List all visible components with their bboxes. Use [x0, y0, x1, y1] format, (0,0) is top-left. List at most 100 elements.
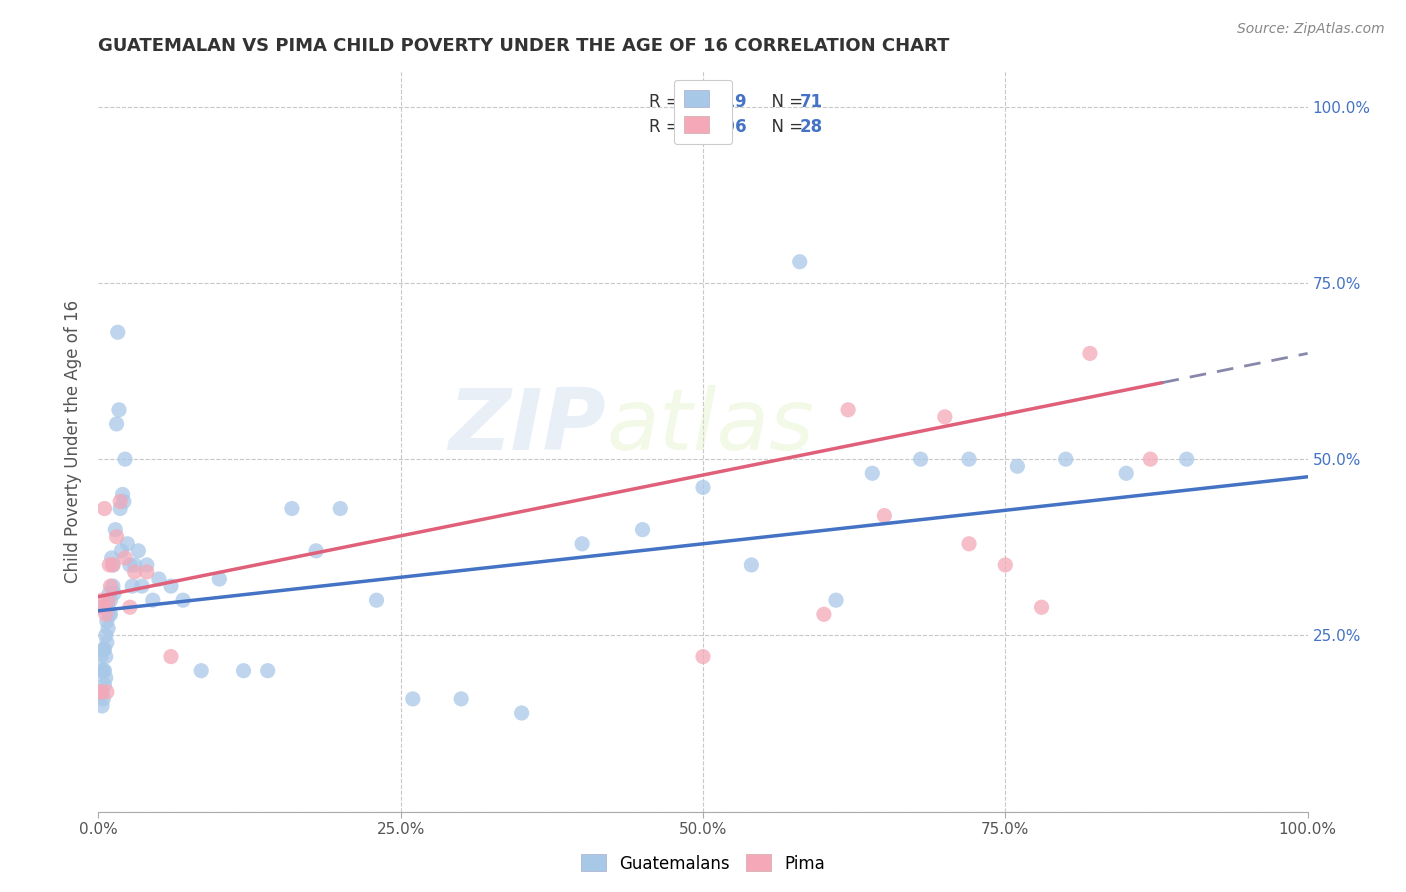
Text: GUATEMALAN VS PIMA CHILD POVERTY UNDER THE AGE OF 16 CORRELATION CHART: GUATEMALAN VS PIMA CHILD POVERTY UNDER T… — [98, 37, 950, 54]
Point — [98, 586, 121, 600]
Point — [1175, 452, 1198, 467]
Point — [97, 621, 120, 635]
Point — [825, 593, 848, 607]
Point — [103, 586, 125, 600]
Text: R =: R = — [648, 118, 690, 136]
Text: N =: N = — [761, 94, 808, 112]
Point — [100, 593, 122, 607]
Point — [101, 558, 124, 572]
Point — [94, 649, 117, 664]
Point — [1031, 600, 1053, 615]
Point — [93, 642, 115, 657]
Point — [91, 664, 114, 678]
Point — [172, 593, 194, 607]
Text: 0.219: 0.219 — [695, 94, 747, 112]
Point — [105, 417, 128, 431]
Point — [837, 402, 859, 417]
Point — [100, 550, 122, 565]
Point — [1054, 452, 1077, 467]
Point — [108, 501, 131, 516]
Point — [994, 558, 1017, 572]
Point — [118, 600, 141, 615]
Text: 0.496: 0.496 — [695, 118, 747, 136]
Point — [96, 685, 118, 699]
Point — [96, 615, 118, 629]
Point — [94, 607, 117, 622]
Point — [910, 452, 932, 467]
Point — [571, 537, 593, 551]
Point — [108, 494, 131, 508]
Point — [101, 558, 124, 572]
Point — [114, 550, 136, 565]
Point — [91, 600, 114, 615]
Point — [104, 523, 127, 537]
Point — [281, 501, 304, 516]
Point — [91, 685, 114, 699]
Point — [329, 501, 352, 516]
Text: 71: 71 — [800, 94, 823, 112]
Point — [97, 593, 120, 607]
Point — [112, 494, 135, 508]
Point — [89, 685, 111, 699]
Point — [93, 664, 115, 678]
Point — [631, 523, 654, 537]
Point — [366, 593, 388, 607]
Point — [111, 487, 134, 501]
Point — [957, 537, 980, 551]
Text: N =: N = — [761, 118, 808, 136]
Point — [91, 664, 114, 678]
Point — [934, 409, 956, 424]
Point — [110, 544, 132, 558]
Legend: Guatemalans, Pima: Guatemalans, Pima — [574, 847, 832, 880]
Point — [127, 544, 149, 558]
Point — [91, 692, 114, 706]
Text: ZIP: ZIP — [449, 385, 606, 468]
Point — [1139, 452, 1161, 467]
Point — [740, 558, 762, 572]
Point — [160, 579, 183, 593]
Text: R =: R = — [648, 94, 690, 112]
Point — [105, 530, 128, 544]
Point — [135, 558, 157, 572]
Point — [232, 664, 254, 678]
Y-axis label: Child Poverty Under the Age of 16: Child Poverty Under the Age of 16 — [63, 300, 82, 583]
Text: Source: ZipAtlas.com: Source: ZipAtlas.com — [1237, 22, 1385, 37]
Point — [97, 600, 120, 615]
Point — [305, 544, 328, 558]
Point — [135, 565, 157, 579]
Point — [860, 467, 883, 481]
Text: atlas: atlas — [606, 385, 814, 468]
Point — [510, 706, 533, 720]
Point — [121, 579, 143, 593]
Point — [96, 635, 118, 649]
Point — [100, 579, 122, 593]
Point — [450, 692, 472, 706]
Point — [402, 692, 425, 706]
Point — [91, 698, 114, 713]
Point — [114, 452, 136, 467]
Point — [160, 649, 183, 664]
Point — [93, 501, 115, 516]
Point — [98, 558, 121, 572]
Point — [98, 607, 121, 622]
Point — [107, 325, 129, 339]
Point — [256, 664, 278, 678]
Point — [94, 671, 117, 685]
Point — [93, 678, 115, 692]
Point — [208, 572, 231, 586]
Point — [142, 593, 165, 607]
Point — [190, 664, 212, 678]
Point — [100, 607, 122, 622]
Point — [789, 254, 811, 268]
Point — [108, 402, 131, 417]
Point — [1078, 346, 1101, 360]
Point — [89, 600, 111, 615]
Point — [91, 642, 114, 657]
Point — [1007, 459, 1029, 474]
Point — [148, 572, 170, 586]
Point — [91, 593, 114, 607]
Point — [90, 649, 112, 664]
Point — [813, 607, 835, 622]
Point — [692, 649, 714, 664]
Point — [957, 452, 980, 467]
